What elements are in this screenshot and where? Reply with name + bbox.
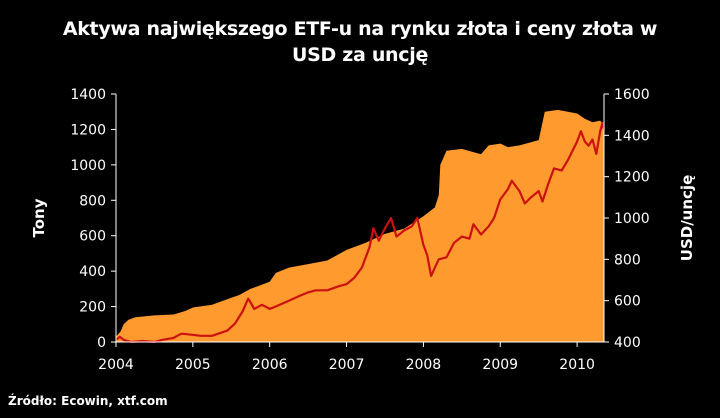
line-layer: [115, 121, 606, 344]
right-tick-label: 600: [614, 294, 641, 310]
right-axis-title: USD/uncję: [678, 175, 696, 261]
right-tick-label: 400: [614, 335, 641, 351]
source-note: Źródło: Ecowin, xtf.com: [8, 394, 168, 408]
x-tick-label: 2008: [406, 357, 442, 373]
right-tick-label: 800: [614, 252, 641, 268]
axes-layer: [111, 93, 609, 347]
gold-price-line: [115, 121, 606, 344]
x-tick-label: 2004: [98, 357, 134, 373]
x-tick-label: 2005: [175, 357, 211, 373]
left-tick-label: 800: [79, 193, 106, 209]
area-layer: [116, 109, 604, 343]
left-tick-label: 1400: [70, 87, 106, 103]
left-tick-label: 600: [79, 229, 106, 245]
left-tick-label: 1200: [70, 122, 106, 138]
right-tick-label: 1000: [614, 211, 650, 227]
x-tick-label: 2010: [559, 357, 595, 373]
left-tick-label: 200: [79, 300, 106, 316]
x-tick-label: 2006: [252, 357, 288, 373]
chart-title-line2: USD za uncję: [291, 44, 429, 66]
etf-assets-area: [116, 109, 604, 343]
right-tick-label: 1600: [614, 87, 650, 103]
chart-title-line1: Aktywa największego ETF-u na rynku złota…: [62, 18, 658, 40]
left-tick-label: 0: [97, 335, 106, 351]
left-tick-label: 1000: [70, 158, 106, 174]
labels-layer: 0 200 400 600 800 1000 1200 1400 400 600 800 1000 12…: [30, 87, 696, 373]
right-tick-label: 1400: [614, 128, 650, 144]
right-tick-label: 1200: [614, 170, 650, 186]
x-tick-label: 2009: [482, 357, 518, 373]
x-tick-label: 2007: [329, 357, 365, 373]
left-axis-title: Tony: [30, 198, 48, 237]
left-tick-label: 400: [79, 264, 106, 280]
